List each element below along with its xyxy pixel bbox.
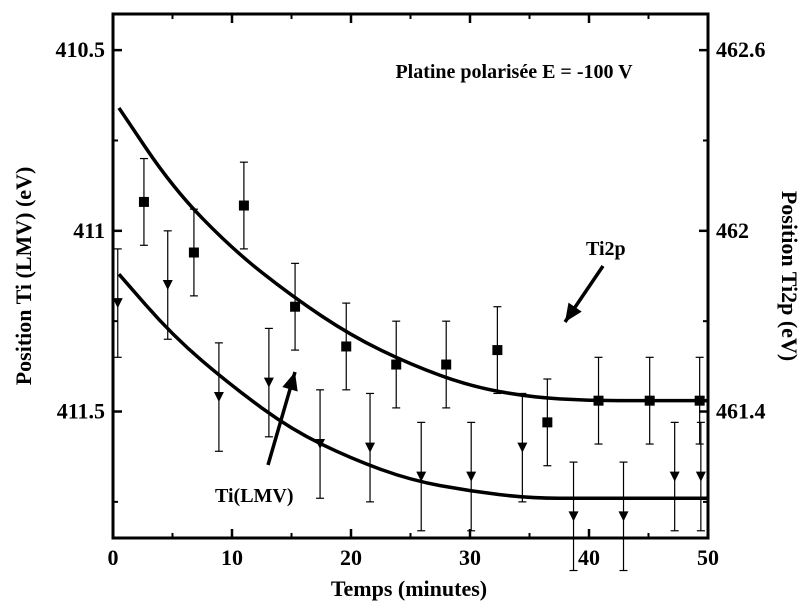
data-point-ti-lmv- (618, 511, 629, 522)
data-point-ti2p (138, 196, 149, 207)
data-point-ti-lmv- (112, 298, 123, 309)
data-point-ti-lmv- (669, 471, 680, 482)
data-point-ti-lmv- (365, 442, 376, 453)
y-left-tick-label: 411 (73, 218, 105, 243)
y-right-tick-label: 462 (716, 218, 749, 243)
data-point-ti2p (238, 200, 249, 211)
annotation-arrow-ti2p-head (565, 302, 582, 322)
x-tick-label: 50 (697, 545, 719, 570)
fit-curve-ti-lmv- (117, 273, 708, 500)
y-right-tick-label: 461.4 (716, 399, 766, 424)
x-axis-label: Temps (minutes) (331, 576, 487, 601)
data-point-ti-lmv- (315, 439, 326, 450)
annotation-ti2p: Ti2p (586, 238, 626, 260)
x-tick-label: 30 (459, 545, 481, 570)
data-point-ti-lmv- (466, 471, 477, 482)
y-axis-right-label: Position Ti2p (eV) (777, 191, 802, 361)
x-tick-label: 0 (108, 545, 119, 570)
data-point-ti2p (593, 395, 604, 406)
y-left-tick-label: 410.5 (56, 37, 106, 62)
y-right-tick-label: 462.6 (716, 37, 766, 62)
data-point-ti-lmv- (162, 280, 173, 291)
y-axis-left-label: Position Ti (LMV) (eV) (11, 167, 36, 386)
y-left-tick-label: 411.5 (57, 399, 105, 424)
data-point-ti2p (644, 395, 655, 406)
data-point-ti2p (694, 395, 705, 406)
data-point-ti2p (341, 341, 352, 352)
data-point-ti2p (492, 345, 503, 356)
data-point-ti2p (542, 417, 553, 428)
annotation-arrow-ti-lmv-head (282, 372, 298, 392)
data-point-ti2p (188, 247, 199, 258)
data-point-ti-lmv- (517, 442, 528, 453)
data-point-ti-lmv- (568, 511, 579, 522)
fit-curve-ti2p (117, 106, 708, 403)
data-point-ti-lmv- (213, 392, 224, 403)
plot-frame (111, 12, 710, 540)
data-point-ti2p (441, 359, 452, 370)
data-point-ti-lmv- (263, 377, 274, 388)
annotation-ti-lmv: Ti(LMV) (215, 485, 294, 507)
plot-layer: 0 10 20 30 40 50 410.5 411 411.5 462.6 462 461.4 (56, 12, 766, 572)
data-point-ti-lmv- (416, 471, 427, 482)
x-tick-label: 10 (221, 545, 243, 570)
data-point-ti-lmv- (695, 471, 706, 482)
data-point-ti2p (290, 301, 301, 312)
x-tick-label: 20 (340, 545, 362, 570)
data-point-ti2p (391, 359, 402, 370)
chart-title: Platine polarisée E = -100 V (395, 61, 633, 83)
x-tick-label: 40 (578, 545, 600, 570)
